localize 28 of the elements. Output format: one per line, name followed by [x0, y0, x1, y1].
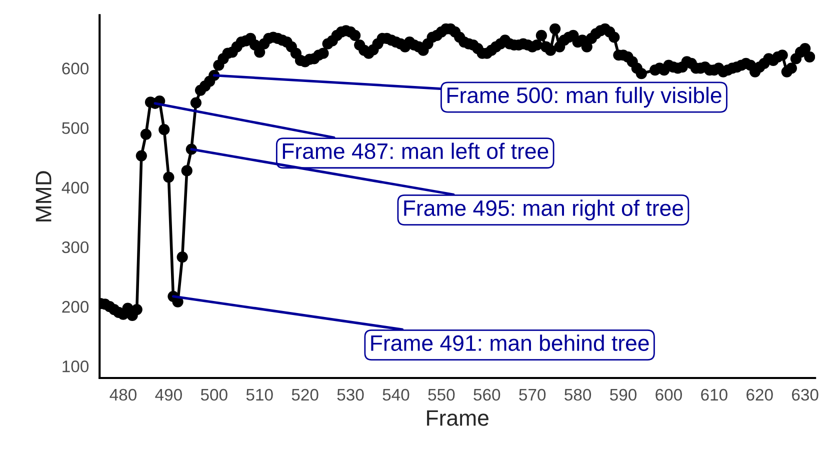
x-tick-label: 560 — [474, 388, 500, 401]
x-tick-label: 480 — [110, 388, 136, 401]
annotation: Frame 495: man right of tree — [404, 200, 684, 220]
y-tick-label: 400 — [62, 182, 89, 194]
y-axis-title: MMD — [36, 171, 52, 222]
x-tick-label: 620 — [746, 388, 773, 401]
annotation: Frame 491: man behind tree — [371, 334, 649, 351]
y-tick-label: 100 — [62, 360, 89, 372]
x-tick-label: 590 — [610, 388, 636, 401]
annotation: Frame 500: man fully visible — [447, 86, 722, 108]
x-tick-label: 520 — [292, 388, 318, 401]
y-tick-label: 300 — [62, 241, 89, 254]
x-tick-label: 630 — [792, 388, 818, 401]
x-tick-label: 490 — [155, 388, 182, 401]
y-tick-label: 200 — [62, 300, 89, 313]
x-tick-label: 540 — [382, 388, 410, 401]
x-tick-label: 580 — [564, 388, 592, 401]
annotation: Frame 487: man left of tree — [282, 142, 548, 160]
x-tick-label: 570 — [519, 388, 546, 401]
x-tick-label: 600 — [656, 388, 682, 401]
y-tick-label: 600 — [62, 62, 89, 74]
x-tick-label: 550 — [428, 388, 455, 401]
x-tick-label: 510 — [246, 388, 273, 401]
y-tick-label: 500 — [62, 122, 89, 134]
x-tick-label: 500 — [200, 388, 228, 401]
x-tick-label: 530 — [337, 388, 364, 401]
x-tick-label: 610 — [701, 388, 728, 401]
x-axis-title: Frame — [427, 410, 488, 426]
